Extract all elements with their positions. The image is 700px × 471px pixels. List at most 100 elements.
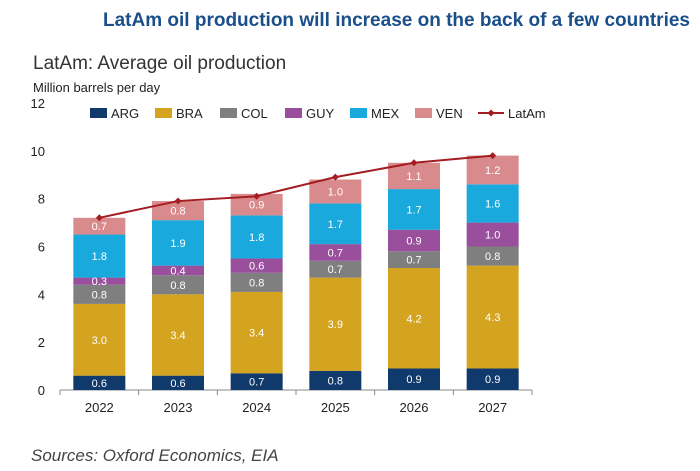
data-label: 0.8 <box>249 277 264 289</box>
data-label: 0.9 <box>406 236 421 248</box>
line-marker <box>95 214 103 222</box>
data-label: 0.9 <box>249 200 264 212</box>
data-label: 3.0 <box>92 335 107 347</box>
bar-bra <box>466 265 519 369</box>
data-label: 1.8 <box>249 232 264 244</box>
data-label: 0.6 <box>249 261 264 273</box>
bar-bra <box>73 303 126 376</box>
y-axis-label: Million barrels per day <box>33 80 161 95</box>
data-label: 1.0 <box>485 230 500 242</box>
x-tick-label: 2023 <box>164 400 193 415</box>
bar-col <box>230 272 283 292</box>
line-latam <box>99 154 493 219</box>
y-tick-label: 4 <box>38 287 45 302</box>
bar-bra <box>230 291 283 374</box>
bar-bra <box>152 294 204 376</box>
data-label: 0.9 <box>485 374 500 386</box>
x-tick-label: 2026 <box>400 400 429 415</box>
data-label: 1.6 <box>485 198 500 210</box>
y-tick-label: 0 <box>38 383 45 398</box>
data-label: 0.7 <box>328 264 343 276</box>
source-note: Sources: Oxford Economics, EIA <box>31 446 279 465</box>
bar-ven <box>466 155 519 185</box>
bar-mex <box>309 203 362 245</box>
data-label: 0.6 <box>170 378 185 390</box>
legend-label: ARG <box>111 106 139 121</box>
y-tick-label: 2 <box>38 335 45 350</box>
bar-col <box>388 251 440 269</box>
x-tick-label: 2027 <box>478 400 507 415</box>
bar-arg <box>388 368 440 390</box>
bar-ven <box>152 201 204 221</box>
legend-label: GUY <box>306 106 335 121</box>
data-label: 0.7 <box>249 377 264 389</box>
data-label: 0.6 <box>92 378 107 390</box>
bar-guy <box>73 277 126 285</box>
bar-mex <box>152 220 204 266</box>
legend-swatch-col <box>220 108 237 118</box>
bar-bra <box>309 277 362 371</box>
legend-swatch-mex <box>350 108 367 118</box>
bar-mex <box>73 234 126 278</box>
data-label: 1.1 <box>406 171 421 183</box>
legend-label: COL <box>241 106 268 121</box>
data-label: 0.8 <box>328 375 343 387</box>
bar-ven <box>388 162 440 190</box>
data-label: 0.3 <box>92 276 107 288</box>
bar-guy <box>466 222 519 247</box>
data-label: 4.2 <box>406 313 421 325</box>
data-label: 0.9 <box>406 374 421 386</box>
bar-arg <box>466 368 519 390</box>
data-label: 1.0 <box>328 186 343 198</box>
legend-label: VEN <box>436 106 463 121</box>
legend-label: BRA <box>176 106 203 121</box>
bar-guy <box>309 244 362 261</box>
legend-swatch-bra <box>155 108 172 118</box>
bar-ven <box>230 193 283 216</box>
y-tick-label: 10 <box>31 144 45 159</box>
bar-mex <box>466 184 519 223</box>
bar-guy <box>152 265 204 276</box>
legend-swatch-ven <box>415 108 432 118</box>
bar-arg <box>152 375 204 390</box>
data-label: 1.8 <box>92 251 107 263</box>
bar-col <box>152 275 204 295</box>
line-marker <box>410 159 418 167</box>
data-label: 1.9 <box>170 238 185 250</box>
line-marker <box>489 152 497 160</box>
line-marker <box>174 197 182 205</box>
legend-label: MEX <box>371 106 400 121</box>
bar-arg <box>73 375 126 390</box>
x-tick-label: 2025 <box>321 400 350 415</box>
line-marker <box>331 173 339 181</box>
bar-arg <box>309 370 362 390</box>
data-label: 1.7 <box>328 219 343 231</box>
legend-swatch-arg <box>90 108 107 118</box>
bar-ven <box>309 179 362 204</box>
bar-mex <box>388 189 440 230</box>
bar-col <box>309 260 362 278</box>
data-label: 3.4 <box>170 330 185 342</box>
data-label: 0.7 <box>328 247 343 259</box>
data-label: 0.8 <box>92 289 107 301</box>
line-marker <box>253 192 261 200</box>
bar-bra <box>388 268 440 369</box>
x-tick-label: 2022 <box>85 400 114 415</box>
bar-guy <box>388 229 440 252</box>
legend-label: LatAm <box>508 106 546 121</box>
data-label: 1.2 <box>485 165 500 177</box>
bar-col <box>466 246 519 266</box>
data-label: 0.4 <box>170 265 185 277</box>
x-tick-label: 2024 <box>242 400 271 415</box>
data-label: 0.8 <box>485 251 500 263</box>
chart-title: LatAm: Average oil production <box>33 53 287 74</box>
data-label: 3.4 <box>249 328 264 340</box>
y-tick-label: 6 <box>38 240 45 255</box>
data-label: 0.8 <box>170 280 185 292</box>
data-label: 0.8 <box>170 206 185 218</box>
y-tick-label: 8 <box>38 192 45 207</box>
y-tick-label: 12 <box>31 96 45 111</box>
data-label: 0.7 <box>406 255 421 267</box>
legend-swatch-guy <box>285 108 302 118</box>
